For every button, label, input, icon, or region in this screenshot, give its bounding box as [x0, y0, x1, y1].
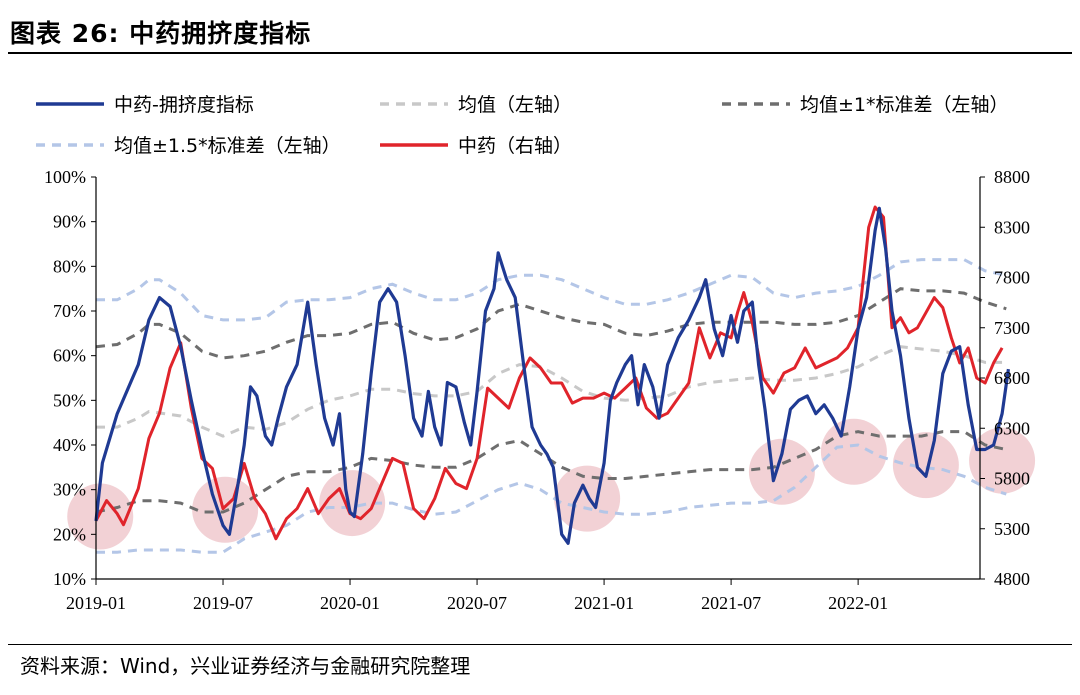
left-tick-label: 30% — [53, 480, 86, 500]
page-title: 图表 26: 中药拥挤度指标 — [10, 19, 312, 48]
left-tick-label: 20% — [53, 524, 86, 544]
highlight-circle-6 — [820, 418, 887, 485]
highlight-circle-7 — [892, 432, 959, 499]
legend-label-price: 中药（右轴） — [458, 135, 572, 157]
right-tick-label: 6300 — [994, 418, 1030, 438]
x-tick-label: 2020-01 — [320, 593, 380, 613]
x-tick-label: 2021-01 — [574, 593, 634, 613]
x-tick-label: 2021-07 — [701, 593, 761, 613]
right-tick-label: 8300 — [994, 217, 1030, 237]
left-tick-label: 80% — [53, 256, 86, 276]
source-divider — [8, 644, 1072, 645]
legend-label-band1: 均值±1*标准差（左轴） — [800, 94, 1009, 116]
legend-label-mean: 均值（左轴） — [458, 94, 572, 116]
legend-label-band15: 均值±1.5*标准差（左轴） — [114, 135, 341, 157]
source-note: 资料来源：Wind，兴业证券经济与金融研究院整理 — [20, 654, 471, 678]
right-tick-label: 4800 — [994, 569, 1030, 589]
right-tick-label: 5800 — [994, 469, 1030, 489]
highlight-circle-1 — [67, 483, 134, 550]
crowding-chart: 中药-拥挤度指标 均值（左轴） 均值±1*标准差（左轴） 均值±1.5*标准差（左轴）… — [36, 94, 1036, 613]
right-tick-label: 7800 — [994, 268, 1030, 288]
crowding-line — [94, 206, 1010, 545]
chart-legend: 中药-拥挤度指标 均值（左轴） 均值±1*标准差（左轴） 均值±1.5*标准差（左轴）… — [36, 94, 1009, 157]
x-tick-label: 2020-07 — [447, 593, 507, 613]
right-tick-label: 5300 — [994, 519, 1030, 539]
left-tick-label: 100% — [44, 167, 86, 187]
right-tick-label: 8800 — [994, 167, 1030, 187]
left-tick-label: 50% — [53, 390, 86, 410]
highlight-circle-3 — [319, 470, 386, 537]
band1-upper-line — [95, 287, 1007, 360]
x-tick-label: 2022-01 — [828, 593, 888, 613]
left-tick-label: 40% — [53, 435, 86, 455]
chart-series — [94, 205, 1010, 554]
chart-axes: 10% 20% 30% 40% 50% 60% 70% 80% 90% 100% 4800 5300 5… — [44, 167, 1030, 613]
right-tick-label: 7300 — [994, 318, 1030, 338]
highlight-circle-4 — [554, 465, 621, 532]
price-line — [94, 205, 1004, 541]
left-tick-label: 10% — [53, 569, 86, 589]
left-tick-label: 90% — [53, 212, 86, 232]
mean-line — [96, 345, 1007, 438]
left-tick-label: 70% — [53, 301, 86, 321]
x-tick-label: 2019-07 — [193, 593, 253, 613]
highlight-circles — [67, 418, 1036, 550]
band15-upper-line — [96, 258, 1007, 322]
x-tick-label: 2019-01 — [66, 593, 126, 613]
band15-lower-line — [96, 443, 1007, 554]
title-divider — [8, 52, 1072, 54]
left-tick-label: 60% — [53, 346, 86, 366]
band1-lower-line — [95, 430, 1007, 514]
right-tick-label: 6800 — [994, 368, 1030, 388]
legend-label-crowding: 中药-拥挤度指标 — [114, 94, 254, 116]
